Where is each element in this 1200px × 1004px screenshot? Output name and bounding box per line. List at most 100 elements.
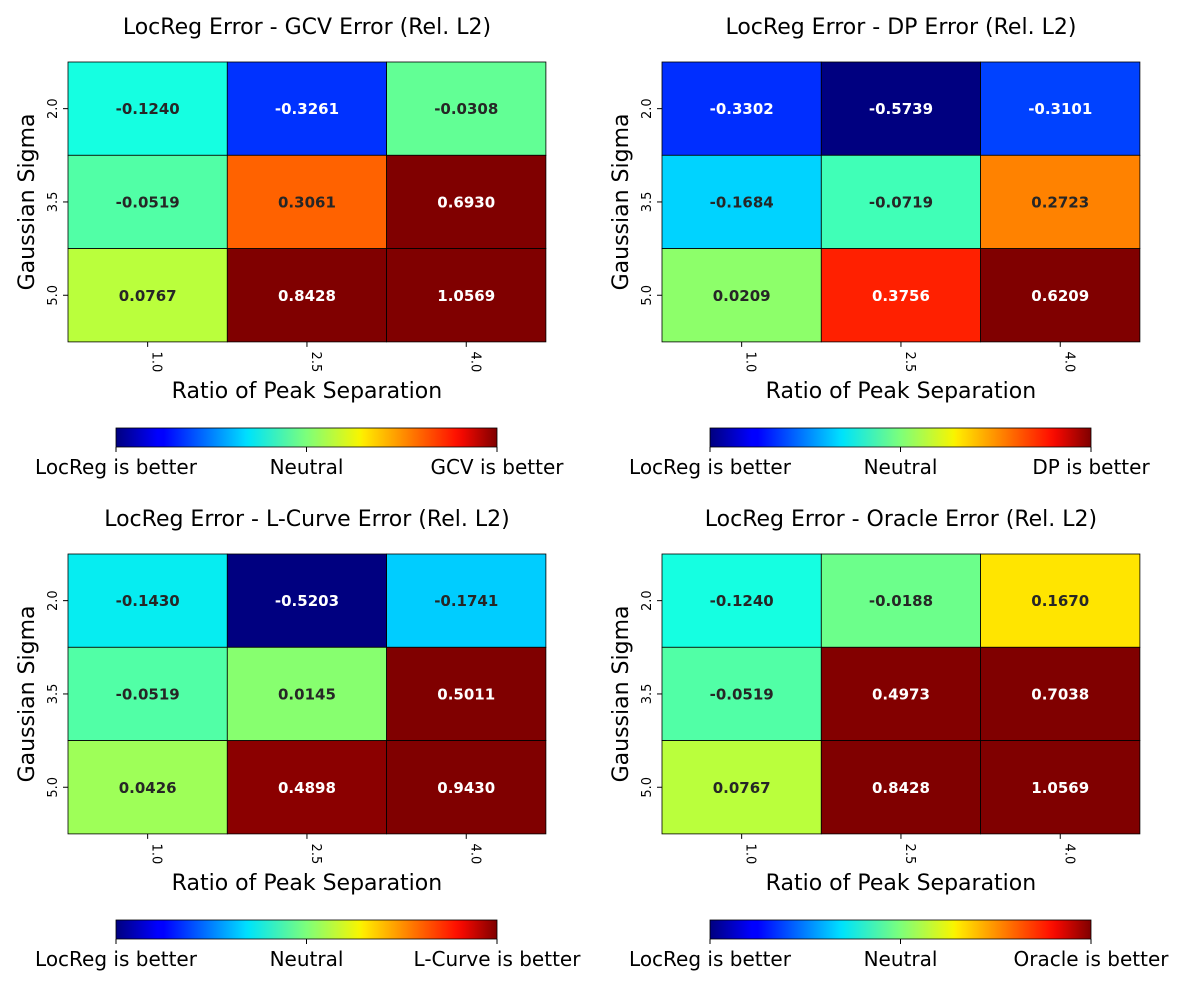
heatmap-cell: [67, 553, 228, 648]
y-axis-label: Gaussian Sigma: [15, 114, 40, 291]
x-tick-label: 4.0: [1061, 352, 1076, 373]
colorbar-right-label: Oracle is better: [1014, 947, 1170, 971]
x-axis-label: Ratio of Peak Separation: [172, 871, 443, 896]
heatmap-cell: [661, 248, 822, 343]
heatmap-cell: [980, 553, 1141, 648]
x-axis-label: Ratio of Peak Separation: [172, 379, 443, 404]
cell-value-label: -0.1684: [710, 193, 774, 211]
chart-title: LocReg Error - GCV Error (Rel. L2): [123, 15, 491, 40]
heatmap-cell: [67, 61, 228, 156]
y-tick-label: 3.5: [46, 684, 61, 705]
heatmap-cell: [820, 248, 981, 343]
cell-value-label: 0.9430: [437, 779, 495, 797]
heatmap-cell: [661, 646, 822, 741]
colorbar-left-label: LocReg is better: [35, 947, 198, 971]
chart-title: LocReg Error - DP Error (Rel. L2): [725, 15, 1076, 40]
y-tick-label: 3.5: [640, 684, 655, 705]
cell-value-label: 0.5011: [437, 685, 495, 703]
colorbar: [115, 427, 498, 448]
cell-value-label: -0.5203: [275, 592, 339, 610]
y-tick-label: 5.0: [46, 777, 61, 798]
y-tick-label: 5.0: [640, 285, 655, 306]
chart-title: LocReg Error - Oracle Error (Rel. L2): [705, 507, 1097, 532]
heatmap-cell: [67, 248, 228, 343]
cell-value-label: -0.0308: [434, 100, 498, 118]
x-tick-label: 2.5: [308, 352, 323, 373]
heatmap-cell: [226, 646, 388, 741]
heatmap-cell: [386, 740, 547, 835]
colorbar-center-label: Neutral: [864, 455, 938, 479]
x-tick-label: 1.0: [149, 844, 164, 865]
cell-value-label: 0.0426: [119, 779, 177, 797]
y-tick-label: 2.0: [46, 98, 61, 119]
cell-value-label: 1.0569: [1031, 779, 1089, 797]
heatmap-cell: [661, 61, 822, 156]
heatmap-panel-4: LocReg Error - Oracle Error (Rel. L2) -0.…: [609, 507, 1169, 971]
x-tick-label: 1.0: [743, 352, 758, 373]
x-tick-label: 2.5: [308, 844, 323, 865]
x-tick-label: 2.5: [902, 352, 917, 373]
y-tick-label: 5.0: [46, 285, 61, 306]
cell-value-label: 0.0145: [278, 685, 336, 703]
x-tick-label: 1.0: [743, 844, 758, 865]
colorbar: [709, 427, 1092, 448]
x-tick-label: 2.5: [902, 844, 917, 865]
heatmap-panel-3: LocReg Error - L-Curve Error (Rel. L2) -0…: [15, 507, 581, 971]
colorbar: [709, 919, 1092, 940]
heatmap-cell: [386, 646, 547, 741]
heatmap-cell: [661, 553, 822, 648]
y-tick-label: 2.0: [46, 590, 61, 611]
y-axis-label: Gaussian Sigma: [15, 606, 40, 783]
cell-value-label: -0.0519: [116, 193, 180, 211]
colorbar-right-label: L-Curve is better: [414, 947, 582, 971]
cell-value-label: 0.6930: [437, 193, 495, 211]
cell-value-label: -0.0519: [710, 685, 774, 703]
cell-value-label: -0.1240: [116, 100, 180, 118]
cell-value-label: 0.1670: [1031, 592, 1089, 610]
cell-value-label: -0.3101: [1028, 100, 1092, 118]
heatmap-cell: [820, 553, 981, 648]
x-tick-label: 1.0: [149, 352, 164, 373]
y-tick-label: 2.0: [640, 590, 655, 611]
x-axis-label: Ratio of Peak Separation: [766, 871, 1037, 896]
heatmap-cell: [980, 248, 1141, 343]
heatmap-cell: [386, 553, 547, 648]
heatmap-cell: [661, 740, 822, 835]
x-tick-label: 4.0: [467, 844, 482, 865]
heatmap-cell: [980, 646, 1141, 741]
cell-value-label: 0.0767: [119, 287, 177, 305]
cell-value-label: 0.3756: [872, 287, 930, 305]
heatmap-cell: [67, 740, 228, 835]
y-tick-label: 2.0: [640, 98, 655, 119]
heatmap-panel-1: LocReg Error - GCV Error (Rel. L2) -0.124…: [15, 15, 564, 479]
y-tick-label: 3.5: [640, 192, 655, 213]
cell-value-label: 0.3061: [278, 193, 336, 211]
heatmap-cell: [226, 61, 388, 156]
colorbar-left-label: LocReg is better: [35, 455, 198, 479]
cell-value-label: 0.4898: [278, 779, 336, 797]
cell-value-label: 0.0209: [713, 287, 771, 305]
heatmap-cell: [67, 646, 228, 741]
cell-value-label: 1.0569: [437, 287, 495, 305]
cell-value-label: -0.0519: [116, 685, 180, 703]
cell-value-label: 0.4973: [872, 685, 930, 703]
heatmap-cell: [980, 740, 1141, 835]
cell-value-label: 0.6209: [1031, 287, 1089, 305]
colorbar-center-label: Neutral: [270, 455, 344, 479]
x-tick-label: 4.0: [467, 352, 482, 373]
colorbar-center-label: Neutral: [864, 947, 938, 971]
heatmap-cell: [820, 154, 981, 250]
heatmap-cell: [820, 61, 981, 156]
y-tick-label: 3.5: [46, 192, 61, 213]
heatmap-cell: [226, 154, 388, 250]
cell-value-label: 0.0767: [713, 779, 771, 797]
chart-title: LocReg Error - L-Curve Error (Rel. L2): [104, 507, 509, 532]
colorbar-left-label: LocReg is better: [629, 947, 792, 971]
cell-value-label: 0.2723: [1031, 193, 1089, 211]
colorbar-left-label: LocReg is better: [629, 455, 792, 479]
colorbar-right-label: DP is better: [1032, 455, 1150, 479]
y-axis-label: Gaussian Sigma: [609, 114, 634, 291]
cell-value-label: -0.3261: [275, 100, 339, 118]
heatmap-cell: [820, 646, 981, 741]
